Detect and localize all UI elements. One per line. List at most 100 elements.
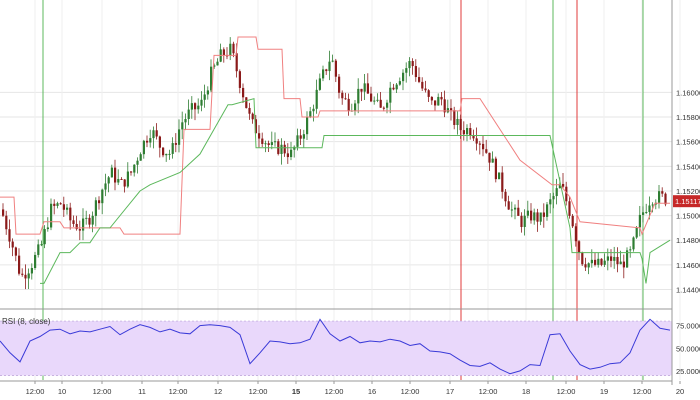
candle-body bbox=[222, 49, 225, 56]
candle-body bbox=[629, 249, 632, 251]
candle-body bbox=[562, 183, 565, 187]
candle-body bbox=[72, 220, 75, 224]
candle-body bbox=[46, 227, 49, 230]
candle-body bbox=[645, 211, 648, 213]
x-tick-label: 17 bbox=[446, 387, 454, 396]
candle-body bbox=[40, 244, 43, 246]
x-tick-label: 18 bbox=[522, 387, 530, 396]
candle-body bbox=[200, 99, 203, 106]
candle-body bbox=[408, 61, 411, 69]
candle-body bbox=[648, 205, 651, 212]
lower-trailing-line bbox=[40, 97, 671, 284]
candle-body bbox=[603, 260, 606, 265]
last-price-label: 1.15117 bbox=[675, 197, 700, 206]
x-tick-label: 15 bbox=[292, 387, 300, 396]
candle-body bbox=[389, 87, 392, 103]
candle-body bbox=[18, 255, 21, 274]
candle-body bbox=[344, 98, 347, 100]
upper-trailing-line bbox=[0, 36, 670, 236]
candle-body bbox=[245, 97, 248, 108]
rsi-band bbox=[0, 321, 672, 376]
candle-body bbox=[370, 93, 373, 102]
x-tick-label: 20 bbox=[676, 387, 684, 396]
candle-body bbox=[552, 196, 555, 200]
candle-body bbox=[136, 160, 139, 165]
candle-body bbox=[306, 117, 309, 135]
x-tick-label: 12:00 bbox=[325, 387, 344, 396]
candle-body bbox=[392, 87, 395, 90]
candle-body bbox=[206, 90, 209, 95]
candle-body bbox=[357, 88, 360, 104]
candle-body bbox=[171, 143, 174, 154]
candle-body bbox=[184, 119, 187, 123]
candle-body bbox=[437, 96, 440, 106]
candle-body bbox=[322, 69, 325, 79]
candle-body bbox=[555, 188, 558, 197]
candle-body bbox=[315, 89, 318, 109]
candle-body bbox=[14, 247, 17, 256]
candle-body bbox=[8, 229, 11, 242]
candle-body bbox=[5, 215, 8, 230]
candle-body bbox=[469, 128, 472, 136]
candle-body bbox=[53, 203, 56, 206]
candle-body bbox=[229, 43, 232, 56]
candle-body bbox=[328, 61, 331, 72]
candle-body bbox=[606, 256, 609, 261]
candle-body bbox=[30, 267, 33, 274]
candle-body bbox=[610, 256, 613, 261]
candle-body bbox=[430, 96, 433, 101]
candle-body bbox=[50, 203, 53, 228]
candle-body bbox=[549, 199, 552, 205]
candle-body bbox=[600, 258, 603, 265]
candle-body bbox=[504, 191, 507, 202]
candle-body bbox=[21, 273, 24, 275]
candle-body bbox=[360, 88, 363, 92]
candle-body bbox=[485, 149, 488, 153]
candle-body bbox=[114, 167, 117, 183]
candle-body bbox=[165, 153, 168, 156]
candle-body bbox=[488, 152, 491, 163]
candle-body bbox=[450, 108, 453, 111]
candle-body bbox=[395, 84, 398, 90]
candle-body bbox=[142, 140, 145, 155]
candle-body bbox=[331, 60, 334, 62]
candle-body bbox=[158, 136, 161, 148]
candle-body bbox=[434, 100, 437, 106]
candle-body bbox=[37, 244, 40, 255]
candle-body bbox=[190, 103, 193, 110]
candle-body bbox=[347, 98, 350, 111]
candle-body bbox=[466, 128, 469, 135]
candle-body bbox=[574, 226, 577, 242]
candle-body bbox=[462, 130, 465, 135]
x-tick-label: 12:00 bbox=[557, 387, 576, 396]
candle-body bbox=[472, 135, 475, 139]
rsi-panel bbox=[0, 318, 672, 376]
candle-body bbox=[162, 147, 165, 156]
candle-body bbox=[581, 252, 584, 265]
candle-body bbox=[85, 217, 88, 219]
candle-body bbox=[213, 65, 216, 67]
candle-body bbox=[152, 130, 155, 139]
candle-body bbox=[238, 71, 241, 88]
x-tick-label: 10 bbox=[58, 387, 66, 396]
candle-body bbox=[34, 254, 37, 268]
candle-body bbox=[616, 256, 619, 265]
x-tick-label: 12:00 bbox=[479, 387, 498, 396]
candle-body bbox=[302, 134, 305, 139]
candle-body bbox=[126, 171, 129, 187]
rsi-title: RSI (8, close) bbox=[2, 317, 51, 326]
candle-body bbox=[376, 99, 379, 101]
candle-body bbox=[622, 261, 625, 268]
candle-body bbox=[325, 69, 328, 72]
candle-body bbox=[91, 215, 94, 225]
candle-body bbox=[501, 172, 504, 192]
candle-body bbox=[296, 135, 299, 147]
candle-body bbox=[155, 130, 158, 137]
x-tick-label: 16 bbox=[368, 387, 376, 396]
candle-body bbox=[354, 103, 357, 111]
candle-body bbox=[619, 261, 622, 265]
candle-body bbox=[590, 259, 593, 264]
candle-body bbox=[533, 212, 536, 221]
candle-body bbox=[386, 102, 389, 108]
